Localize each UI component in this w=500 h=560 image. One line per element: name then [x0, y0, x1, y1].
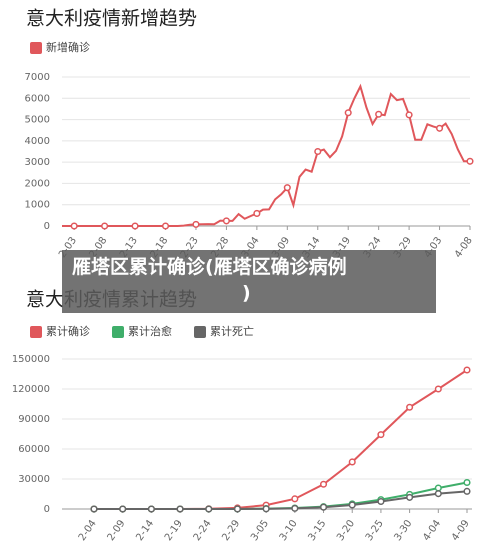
point-marker: [377, 497, 385, 506]
y-tick-label: 90000: [18, 414, 50, 425]
legend-label: 累计确诊: [46, 324, 90, 338]
point-marker: [434, 490, 442, 498]
point-marker: [463, 366, 471, 374]
y-tick-label: 30000: [18, 474, 50, 485]
y-tick-label: 0: [44, 504, 50, 515]
point-marker: [233, 505, 242, 513]
x-tick-label: 3-20: [335, 518, 357, 543]
point-marker: [90, 505, 98, 513]
y-tick-label: 0: [44, 221, 50, 232]
y-tick-label: 60000: [18, 444, 50, 455]
x-tick-label: 2-24: [192, 518, 214, 543]
x-tick-label: 3-15: [306, 518, 328, 543]
point-marker: [222, 217, 230, 225]
x-tick-label: 2-19: [163, 518, 185, 543]
point-marker: [463, 487, 471, 495]
y-tick-label: 4000: [25, 136, 50, 147]
point-marker: [291, 504, 299, 512]
y-tick-label: 120000: [12, 384, 50, 395]
x-tick-label: 4-08: [453, 235, 475, 260]
point-marker: [377, 431, 385, 439]
caption-line: 雁塔区累计确诊(雁塔区确诊病例: [72, 256, 347, 278]
series-line: [94, 369, 468, 510]
legend-label: 累计死亡: [210, 324, 254, 338]
point-marker: [319, 503, 328, 511]
point-marker: [348, 501, 356, 509]
overlay-caption: 雁塔区累计确诊(雁塔区确诊病例 ): [62, 250, 436, 313]
point-marker: [436, 124, 444, 132]
x-tick-label: 2-14: [134, 518, 156, 543]
x-tick-label: 2-04: [77, 518, 99, 543]
point-marker: [406, 403, 414, 411]
point-marker: [291, 495, 299, 503]
point-marker: [70, 222, 78, 230]
point-marker: [253, 209, 261, 217]
legend-swatch: [194, 326, 206, 338]
series-line: [94, 490, 468, 510]
x-tick-label: 3-10: [278, 518, 300, 543]
y-tick-label: 3000: [25, 157, 50, 168]
point-marker: [319, 480, 328, 488]
y-tick-label: 7000: [25, 72, 50, 83]
legend-label: 新增确诊: [46, 40, 90, 54]
x-tick-label: 3-05: [249, 518, 271, 543]
point-marker: [344, 109, 352, 117]
point-marker: [283, 184, 291, 192]
y-tick-label: 5000: [25, 115, 50, 126]
legend-swatch: [112, 326, 124, 338]
point-marker: [405, 111, 413, 119]
point-marker: [262, 505, 270, 513]
point-marker: [466, 157, 474, 165]
x-tick-label: 2-29: [220, 518, 242, 543]
point-marker: [101, 222, 109, 230]
point-marker: [119, 505, 127, 513]
point-marker: [176, 505, 184, 513]
point-marker: [375, 110, 383, 118]
point-marker: [348, 458, 356, 466]
y-tick-label: 6000: [25, 93, 50, 104]
x-tick-label: 4-04: [421, 518, 443, 543]
point-marker: [314, 147, 322, 156]
x-tick-label: 3-30: [392, 518, 414, 543]
point-marker: [192, 220, 200, 228]
point-marker: [131, 222, 139, 230]
point-marker: [434, 385, 442, 393]
point-marker: [463, 478, 471, 487]
series-line: [62, 83, 470, 227]
point-marker: [147, 505, 155, 513]
x-tick-label: 3-25: [364, 518, 386, 543]
y-tick-label: 1000: [25, 200, 50, 211]
point-marker: [406, 493, 414, 501]
x-tick-label: 2-09: [106, 518, 128, 543]
legend-label: 累计治愈: [128, 324, 172, 338]
point-marker: [161, 222, 170, 230]
legend-swatch: [30, 42, 42, 54]
y-tick-label: 150000: [12, 354, 50, 365]
chart-title: 意大利疫情新增趋势: [26, 8, 197, 30]
legend-swatch: [30, 326, 42, 338]
x-tick-label: 4-09: [450, 518, 472, 543]
point-marker: [205, 505, 213, 513]
point-marker: [434, 484, 442, 492]
caption-line: ): [242, 282, 251, 304]
y-tick-label: 2000: [25, 178, 50, 189]
